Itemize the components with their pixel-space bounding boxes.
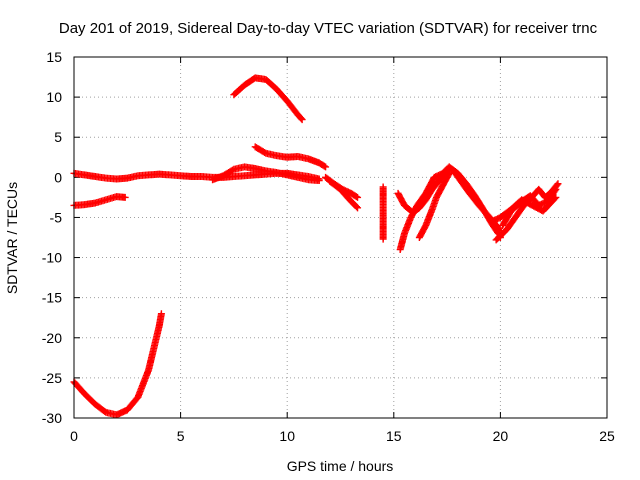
data-point	[379, 235, 387, 243]
tick-labels: 0 5 10 15 20 25 15 10 5 0 -5 -10 -15 -20 -25 -30	[42, 49, 615, 444]
data-point	[445, 169, 453, 177]
data-point	[552, 185, 560, 193]
x-tick-label: 25	[599, 428, 615, 444]
y-tick-label: -15	[42, 290, 62, 306]
data-point	[551, 195, 559, 203]
x-axis-label: GPS time / hours	[287, 458, 394, 474]
data-point	[354, 193, 362, 201]
x-tick-label: 15	[386, 428, 402, 444]
data-points	[70, 74, 562, 419]
data-point	[445, 171, 453, 179]
data-point	[554, 180, 562, 188]
y-tick-label: -30	[42, 410, 62, 426]
x-tick-label: 20	[493, 428, 509, 444]
y-tick-label: 10	[46, 89, 62, 105]
y-tick-label: 0	[54, 169, 62, 185]
data-point	[157, 310, 165, 318]
data-point	[352, 193, 360, 201]
chart-title: Day 201 of 2019, Sidereal Day-to-day VTE…	[59, 20, 598, 37]
y-tick-label: -10	[42, 250, 62, 266]
x-tick-label: 10	[279, 428, 295, 444]
data-point	[121, 193, 129, 201]
data-point	[354, 204, 362, 212]
y-tick-label: 15	[46, 49, 62, 65]
y-tick-label: -20	[42, 330, 62, 346]
y-tick-label: -25	[42, 370, 62, 386]
data-point	[320, 162, 328, 170]
data-point	[552, 193, 560, 201]
data-point	[551, 187, 559, 195]
data-point	[315, 177, 323, 185]
x-tick-label: 5	[177, 428, 185, 444]
x-tick-label: 0	[70, 428, 78, 444]
y-axis-label: SDTVAR / TECUs	[4, 182, 20, 294]
y-tick-label: -5	[50, 209, 63, 225]
data-point	[553, 181, 561, 189]
y-tick-label: 5	[54, 129, 62, 145]
plot-frame	[73, 56, 608, 419]
data-point	[352, 203, 360, 211]
data-point	[298, 116, 306, 124]
data-point	[297, 115, 305, 123]
data-point	[322, 163, 330, 171]
